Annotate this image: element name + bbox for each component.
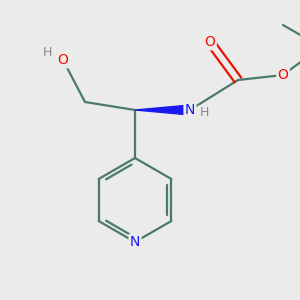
Text: O: O (205, 35, 215, 49)
Text: H: H (199, 106, 209, 119)
Text: O: O (58, 53, 68, 67)
Polygon shape (135, 105, 190, 115)
Text: H: H (42, 46, 52, 59)
Text: N: N (130, 235, 140, 249)
Text: O: O (278, 68, 288, 82)
Text: N: N (185, 103, 195, 117)
